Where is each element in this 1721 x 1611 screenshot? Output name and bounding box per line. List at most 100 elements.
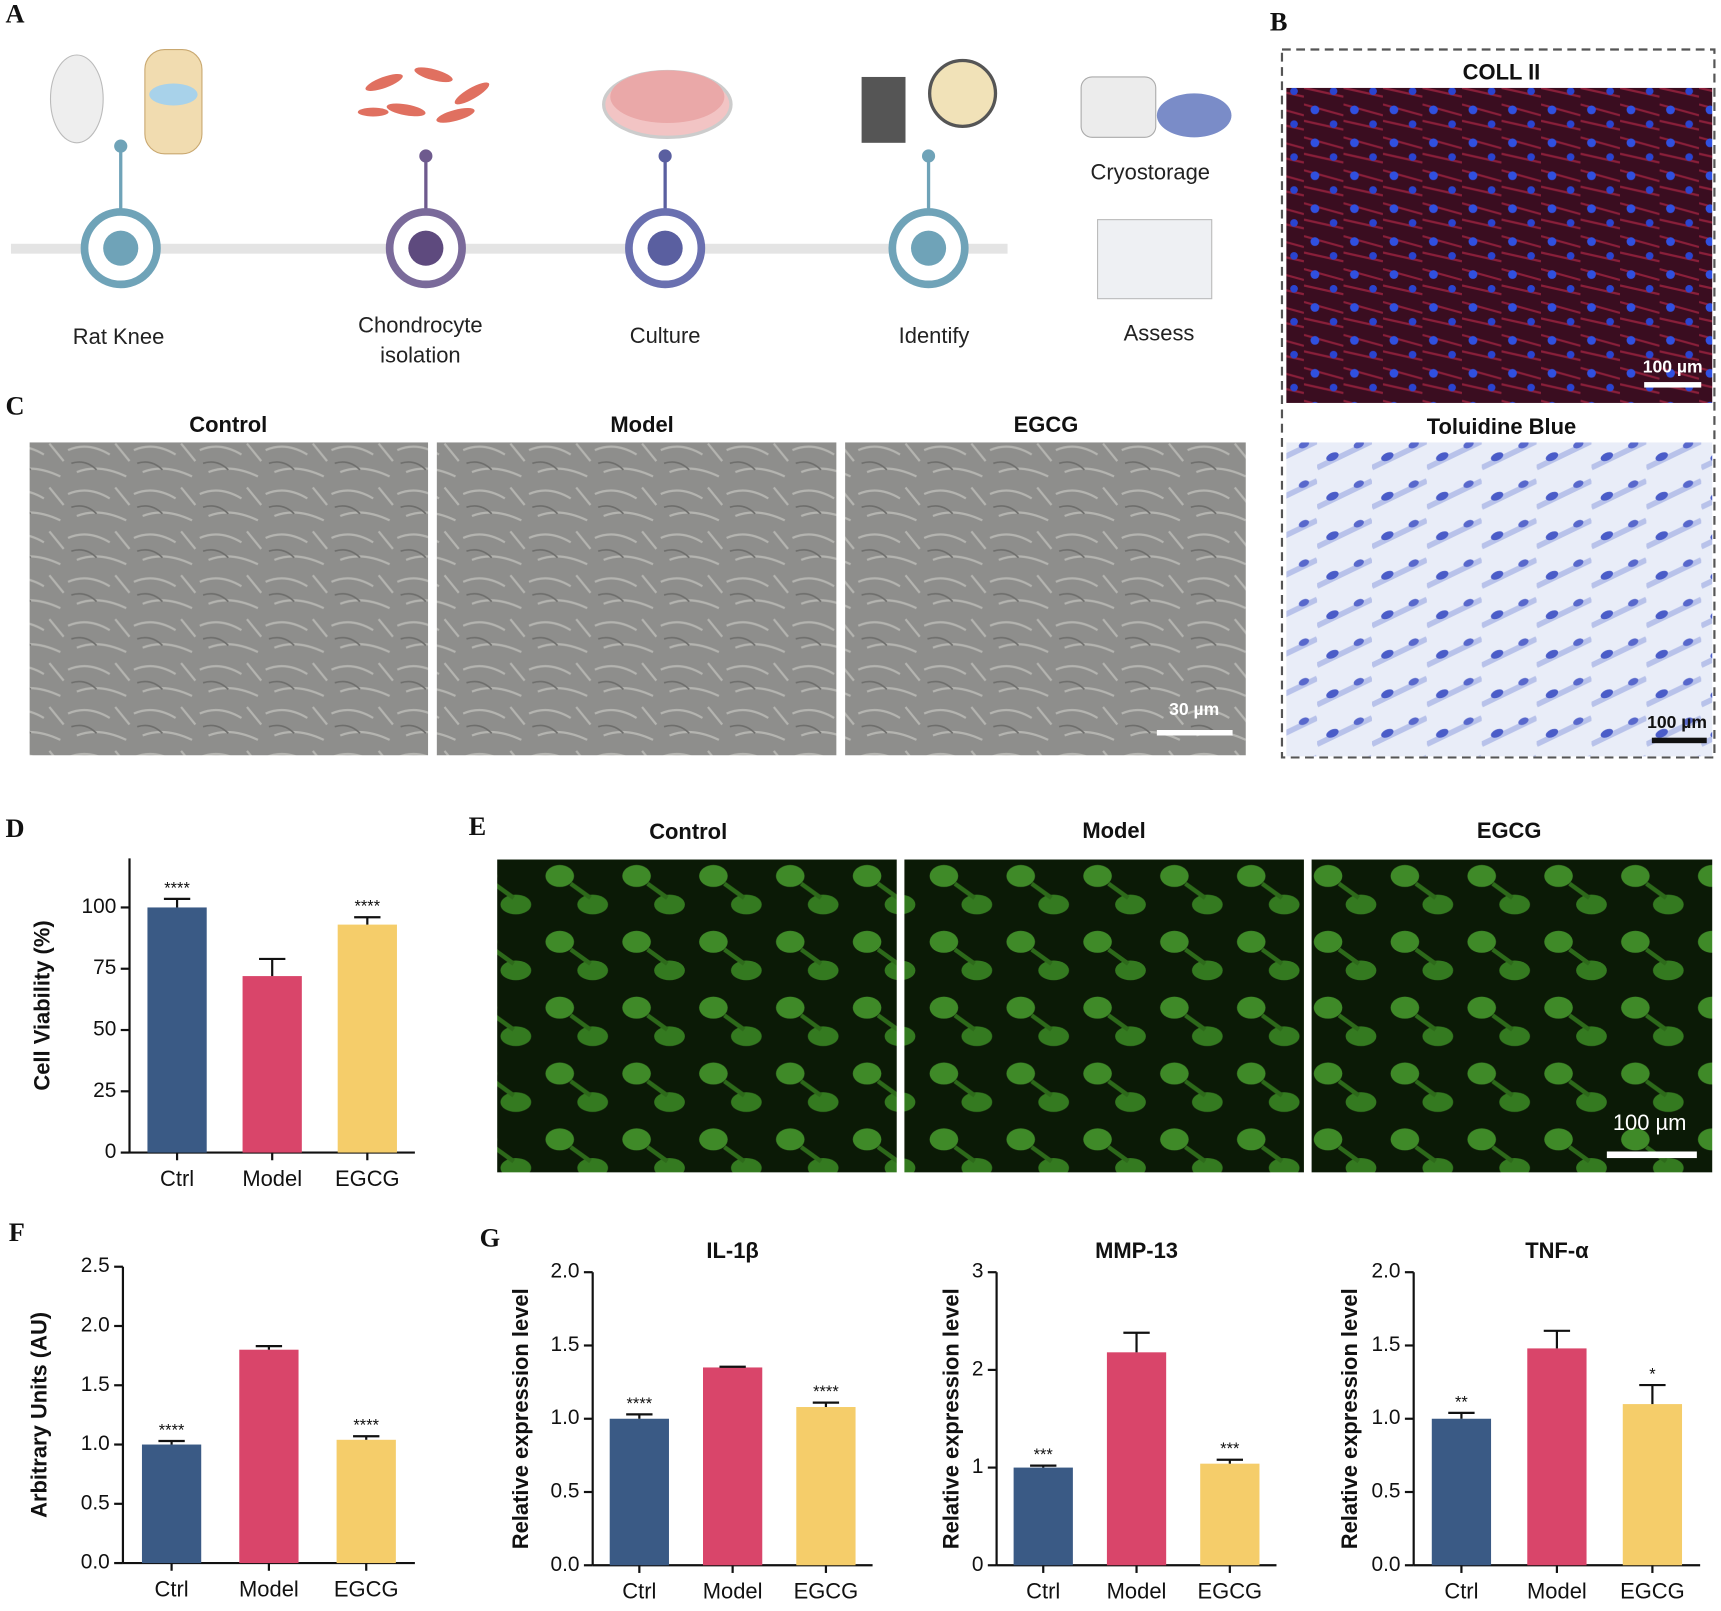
y-tick-label: 1.5 bbox=[551, 1333, 580, 1356]
panel-label: D bbox=[5, 814, 24, 843]
significance: **** bbox=[353, 1417, 379, 1435]
image-title: Control bbox=[189, 412, 267, 437]
bar bbox=[147, 907, 207, 1153]
x-tick-label: Model bbox=[1527, 1579, 1587, 1604]
bar bbox=[242, 976, 302, 1153]
x-tick-label: EGCG bbox=[794, 1579, 859, 1604]
timeline-nodes bbox=[80, 139, 969, 289]
y-axis-label: Arbitrary Units (AU) bbox=[26, 1312, 51, 1518]
y-tick-label: 0.5 bbox=[81, 1491, 110, 1514]
y-tick-label: 0.0 bbox=[81, 1551, 110, 1574]
y-tick-label: 1.5 bbox=[81, 1373, 110, 1396]
micrograph bbox=[29, 442, 429, 756]
scale-label: 100 µm bbox=[1613, 1110, 1687, 1135]
step-label: Identify bbox=[899, 323, 970, 348]
x-tick-label: EGCG bbox=[335, 1166, 400, 1191]
y-axis-label: Cell Viability (%) bbox=[30, 920, 55, 1090]
cells-icon bbox=[357, 67, 490, 123]
side-label: Assess bbox=[1124, 321, 1195, 346]
x-tick-label: Model bbox=[1107, 1579, 1167, 1604]
y-tick-label: 50 bbox=[93, 1018, 116, 1041]
image-title: EGCG bbox=[1477, 818, 1542, 843]
y-tick-label: 0.0 bbox=[1372, 1553, 1401, 1576]
significance: * bbox=[1649, 1366, 1656, 1384]
y-tick-label: 2.0 bbox=[1372, 1260, 1401, 1283]
bar bbox=[141, 1444, 202, 1564]
step-label: Rat Knee bbox=[73, 324, 164, 349]
image-title: COLL II bbox=[1463, 59, 1541, 84]
dashed-frame bbox=[1280, 48, 1716, 759]
panel-label: G bbox=[480, 1223, 500, 1252]
micrograph bbox=[1311, 859, 1713, 1173]
x-tick-label: Ctrl bbox=[622, 1579, 656, 1604]
bar bbox=[239, 1349, 299, 1564]
petri-medium bbox=[610, 70, 725, 124]
scale-label: 100 µm bbox=[1647, 712, 1707, 732]
bar bbox=[1013, 1467, 1073, 1566]
scale-label: 30 µm bbox=[1169, 699, 1219, 719]
node bbox=[625, 149, 706, 289]
node bbox=[888, 149, 969, 289]
significance: **** bbox=[164, 879, 190, 897]
x-tick-label: Ctrl bbox=[1444, 1579, 1478, 1604]
step-label: Chondrocyte isolation bbox=[358, 314, 483, 368]
node bbox=[385, 149, 466, 289]
scale-bar bbox=[1156, 730, 1233, 736]
x-tick-label: Model bbox=[242, 1166, 302, 1191]
node bbox=[80, 139, 161, 289]
chart-title: TNF-α bbox=[1525, 1238, 1589, 1263]
x-tick-label: EGCG bbox=[1198, 1579, 1263, 1604]
bar bbox=[1200, 1463, 1260, 1566]
y-tick-label: 2 bbox=[972, 1357, 984, 1380]
x-tick-label: Ctrl bbox=[160, 1166, 194, 1191]
x-tick-label: Model bbox=[703, 1579, 763, 1604]
image-title: Model bbox=[1082, 818, 1145, 843]
step-label-box: Chondrocyte isolation bbox=[358, 314, 483, 368]
side-label: Cryostorage bbox=[1091, 159, 1211, 184]
rat-icon bbox=[49, 54, 104, 144]
bar bbox=[337, 924, 397, 1153]
x-tick-label: Model bbox=[239, 1576, 299, 1601]
micrograph bbox=[845, 442, 1246, 756]
y-tick-label: 75 bbox=[93, 956, 116, 979]
y-tick-label: 0.5 bbox=[551, 1480, 580, 1503]
chart-title: IL-1β bbox=[706, 1238, 758, 1263]
x-tick-label: EGCG bbox=[1620, 1579, 1685, 1604]
chart-title: MMP-13 bbox=[1095, 1238, 1178, 1263]
y-tick-label: 100 bbox=[82, 895, 117, 918]
significance: *** bbox=[1034, 1446, 1054, 1464]
y-tick-label: 1.5 bbox=[1372, 1333, 1401, 1356]
scale-label: 100 µm bbox=[1643, 356, 1703, 376]
bar bbox=[702, 1367, 763, 1566]
bar bbox=[1527, 1348, 1587, 1566]
y-tick-label: 1.0 bbox=[81, 1432, 110, 1455]
bar bbox=[1431, 1418, 1492, 1566]
scale-bar bbox=[1651, 737, 1707, 744]
panel-label: C bbox=[5, 391, 24, 420]
scale-bar bbox=[1644, 382, 1702, 388]
significance: **** bbox=[813, 1383, 839, 1401]
bar bbox=[796, 1407, 856, 1566]
micrograph bbox=[436, 442, 837, 756]
image-title: Toluidine Blue bbox=[1427, 414, 1577, 439]
y-tick-label: 0.5 bbox=[1372, 1480, 1401, 1503]
image-title: Control bbox=[649, 819, 727, 844]
significance: ** bbox=[1455, 1393, 1468, 1411]
y-tick-label: 25 bbox=[93, 1079, 116, 1102]
micrograph bbox=[1286, 442, 1713, 757]
micrograph bbox=[1286, 87, 1713, 403]
micrograph bbox=[497, 859, 897, 1173]
knee-joint bbox=[149, 83, 198, 106]
y-tick-label: 0.0 bbox=[551, 1553, 580, 1576]
image-title: EGCG bbox=[1014, 412, 1079, 437]
significance: *** bbox=[1220, 1440, 1240, 1458]
bar bbox=[1622, 1404, 1683, 1566]
significance: **** bbox=[355, 898, 381, 916]
icons bbox=[49, 48, 1232, 300]
y-tick-label: 1 bbox=[972, 1455, 984, 1478]
bar bbox=[609, 1418, 669, 1566]
y-tick-label: 0 bbox=[972, 1553, 984, 1576]
cryo-icon bbox=[1080, 76, 1157, 138]
